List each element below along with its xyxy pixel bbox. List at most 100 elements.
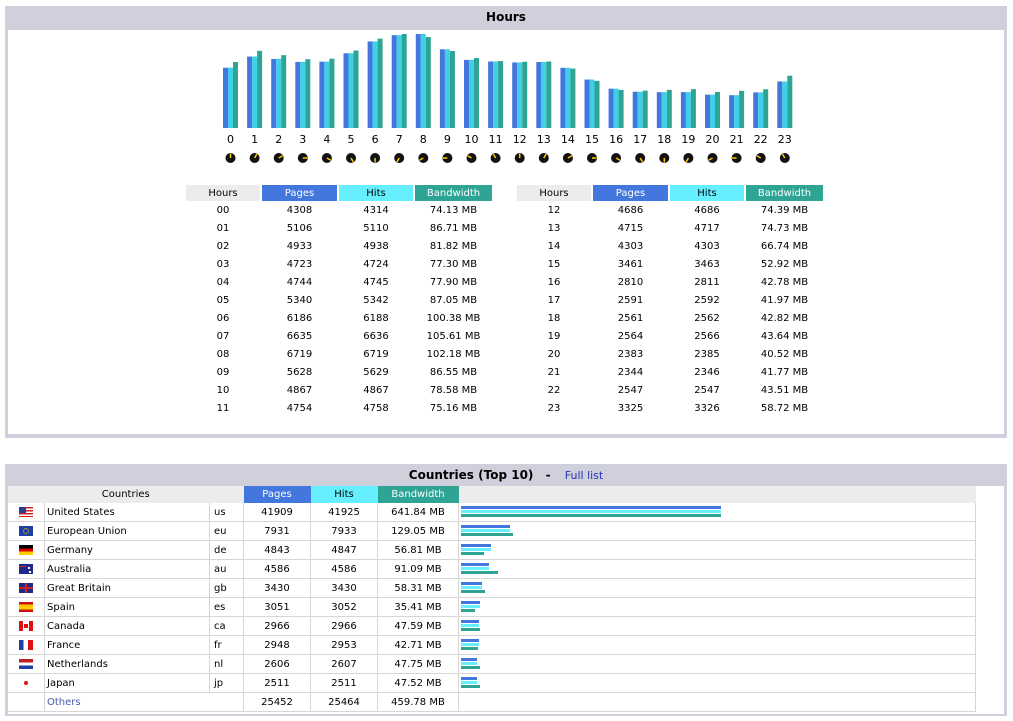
country-name: Australia <box>44 559 210 579</box>
bandwidth-bar <box>281 55 287 128</box>
clock-hand <box>543 153 547 159</box>
hours-table-right: Hours Pages Hits Bandwidth 12 4686 4686 74.… <box>515 185 825 417</box>
country-bar-cell <box>458 635 976 655</box>
bandwidth-bar <box>305 59 311 129</box>
fr-flag-icon <box>19 639 33 650</box>
bandwidth-bar <box>257 50 263 128</box>
cell-pages: 4715 <box>617 222 644 234</box>
hits-bar <box>420 34 426 128</box>
clock-hand <box>253 153 258 159</box>
country-code: jp <box>209 673 244 693</box>
others-row: Others 25452 25464 459.78 MB <box>8 692 976 712</box>
cell-bandwidth: 78.58 MB <box>429 384 478 396</box>
country-bar-cell <box>458 540 976 560</box>
cell-pages: 4303 <box>617 240 644 252</box>
cell-bandwidth: 75.16 MB <box>429 402 478 414</box>
country-bandwidth: 641.84 MB <box>377 503 459 522</box>
country-flag-cell <box>8 654 45 674</box>
pages-bar <box>680 92 686 128</box>
cell-hits: 2592 <box>694 294 720 306</box>
ca-flag-icon <box>19 620 33 631</box>
bandwidth-bar <box>715 91 720 128</box>
bandwidth-bar <box>474 58 479 128</box>
hour-tick-label: 10 <box>465 133 479 146</box>
country-flag-cell <box>8 540 45 560</box>
cell-hits: 3326 <box>694 402 720 414</box>
country-row: Great Britain gb 3430 3430 58.31 MB <box>8 578 976 598</box>
hits-bar <box>372 41 378 128</box>
country-pages: 2948 <box>243 635 311 655</box>
cell-bandwidth: 41.77 MB <box>760 366 809 378</box>
country-row: Australia au 4586 4586 91.09 MB <box>8 559 976 579</box>
hour-tick-label: 5 <box>348 133 355 146</box>
country-code: us <box>209 503 244 522</box>
cell-hour: 00 <box>216 204 230 216</box>
cell-hits: 6719 <box>363 348 389 360</box>
country-pages-bar <box>461 677 477 680</box>
pages-bar <box>632 91 638 128</box>
cell-bandwidth: 77.90 MB <box>429 276 478 288</box>
hour-tick-label: 16 <box>609 133 623 146</box>
hour-row: 14 4303 4303 66.74 MB <box>517 237 823 255</box>
hour-tick-label: 7 <box>396 133 403 146</box>
country-pages-bar <box>461 582 482 585</box>
hour-row: 20 2383 2385 40.52 MB <box>517 345 823 363</box>
bandwidth-bar <box>233 62 238 128</box>
pages-bar <box>439 49 445 128</box>
hour-tick-label: 11 <box>489 133 503 146</box>
hits-bar <box>734 95 740 128</box>
country-pages: 41909 <box>243 503 311 522</box>
hours-section: Hours 0 1 2 3 4 5 6 7 8 9 10 11 12 13 14 15 16 17 18 19 20 21… <box>5 6 1007 438</box>
others-link[interactable]: Others <box>44 692 244 712</box>
country-name: Canada <box>44 616 210 636</box>
pages-bar <box>536 62 542 128</box>
country-hits-bar <box>461 605 480 608</box>
country-bandwidth: 129.05 MB <box>377 521 459 541</box>
cell-hour: 11 <box>216 402 230 414</box>
country-pages: 2511 <box>243 673 311 693</box>
full-list-link[interactable]: Full list <box>564 469 604 482</box>
country-hits: 3430 <box>310 578 378 598</box>
cell-hits: 2811 <box>694 276 720 288</box>
country-bandwidth-bar <box>461 666 480 669</box>
country-hits-bar <box>461 510 721 513</box>
nl-flag-icon <box>19 658 33 669</box>
hits-bar <box>276 58 282 128</box>
hour-tick-label: 0 <box>227 133 234 146</box>
clock-hand <box>467 155 472 159</box>
hour-tick-label: 18 <box>657 133 671 146</box>
country-pages-bar <box>461 525 510 528</box>
pages-bar <box>343 53 349 129</box>
hour-row: 03 4723 4724 77.30 MB <box>186 255 492 273</box>
country-bandwidth: 47.52 MB <box>377 673 459 693</box>
cell-bandwidth: 52.92 MB <box>760 258 809 270</box>
cell-hits: 4758 <box>363 402 389 414</box>
country-code: eu <box>209 521 244 541</box>
country-row: Spain es 3051 3052 35.41 MB <box>8 597 976 617</box>
country-pages-bar <box>461 639 479 642</box>
bandwidth-bar <box>570 68 576 128</box>
cell-bandwidth: 43.51 MB <box>760 384 809 396</box>
others-hits: 25464 <box>310 692 378 712</box>
es-flag-icon <box>19 601 33 612</box>
hour-tick-label: 12 <box>513 133 527 146</box>
hour-row: 08 6719 6719 102.18 MB <box>186 345 492 363</box>
others-flag-cell <box>8 692 45 712</box>
country-bar-cell <box>458 559 976 579</box>
cell-bandwidth: 41.97 MB <box>760 294 809 306</box>
country-row: Japan jp 2511 2511 47.52 MB <box>8 673 976 693</box>
hour-row: 01 5106 5110 86.71 MB <box>186 219 492 237</box>
country-hits-bar <box>461 567 489 570</box>
country-hits-bar <box>461 529 510 532</box>
hours-chart: 0 1 2 3 4 5 6 7 8 9 10 11 12 13 14 15 16 17 18 19 20 21 22 23 <box>223 34 793 163</box>
cell-bandwidth: 100.38 MB <box>426 312 481 324</box>
cell-bandwidth: 102.18 MB <box>426 348 481 360</box>
country-code: de <box>209 540 244 560</box>
hour-row: 23 3325 3326 58.72 MB <box>517 399 823 417</box>
hits-bar <box>758 92 764 128</box>
clock-hand <box>492 153 497 159</box>
cell-bandwidth: 66.74 MB <box>760 240 809 252</box>
country-flag-cell <box>8 673 45 693</box>
country-pages-bar <box>461 563 489 566</box>
clock-hand <box>639 157 644 163</box>
